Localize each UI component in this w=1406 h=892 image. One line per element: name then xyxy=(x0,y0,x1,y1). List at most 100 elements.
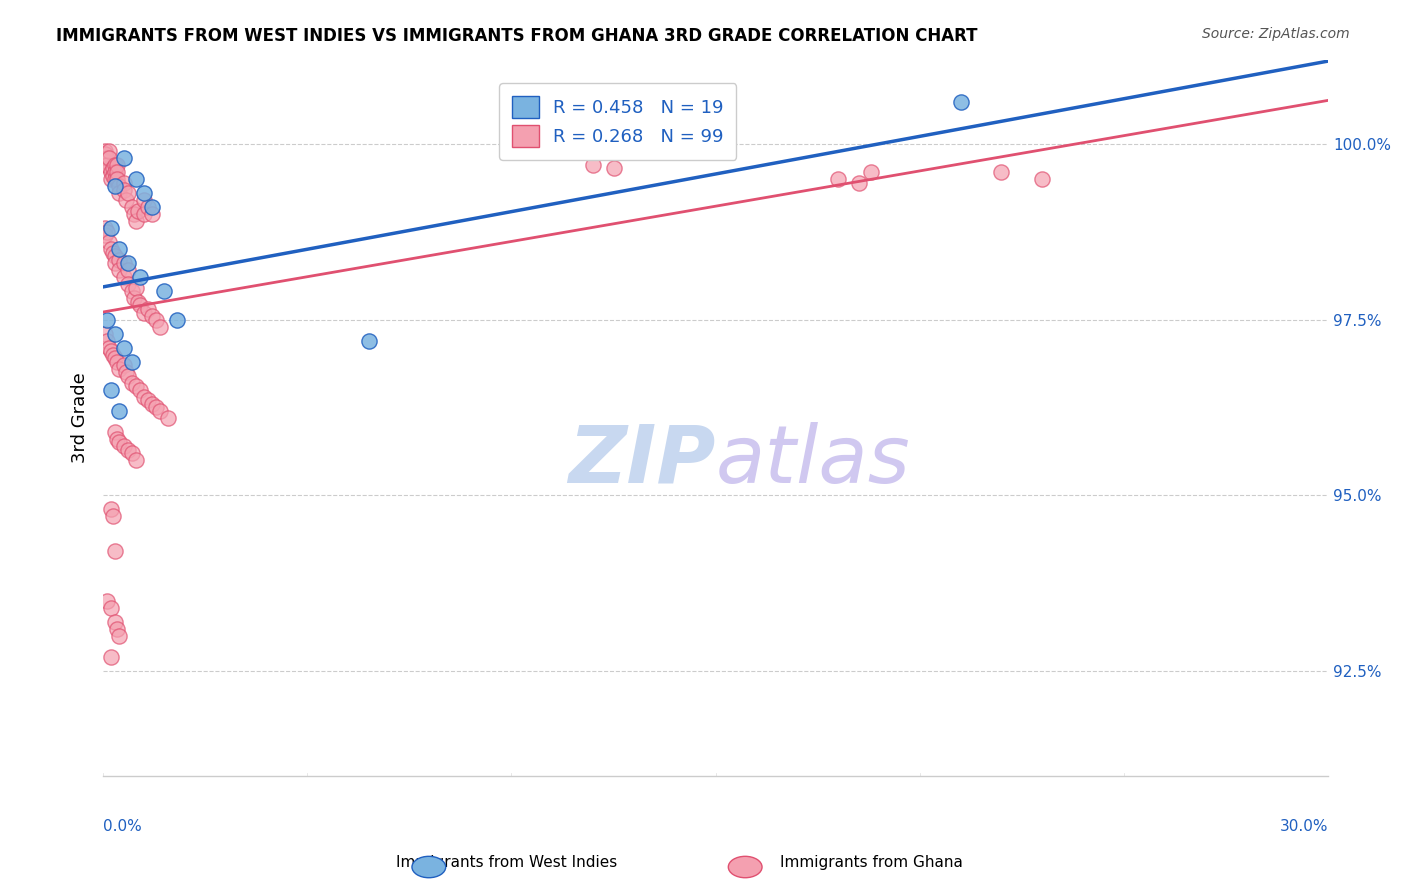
Point xyxy=(107,622,129,636)
Point xyxy=(103,245,125,260)
Point xyxy=(107,432,129,446)
Point xyxy=(117,263,139,277)
Point xyxy=(94,144,117,158)
Point xyxy=(96,158,118,172)
Point xyxy=(136,200,159,214)
Point xyxy=(125,172,148,186)
Text: Immigrants from West Indies: Immigrants from West Indies xyxy=(395,855,617,870)
Point xyxy=(117,442,139,457)
Point xyxy=(108,435,131,450)
Point xyxy=(949,95,972,109)
Point xyxy=(104,165,127,179)
Point xyxy=(121,354,143,368)
Point xyxy=(98,341,121,355)
Point xyxy=(108,186,131,200)
Point xyxy=(132,186,155,200)
Point xyxy=(94,154,117,169)
Legend: R = 0.458   N = 19, R = 0.268   N = 99: R = 0.458 N = 19, R = 0.268 N = 99 xyxy=(499,83,737,160)
Point xyxy=(117,256,139,270)
Point xyxy=(128,383,150,397)
Point xyxy=(117,277,139,292)
Point xyxy=(104,615,127,629)
Point xyxy=(96,334,118,348)
Point xyxy=(100,502,122,516)
Point xyxy=(104,256,127,270)
Point xyxy=(108,361,131,376)
Point xyxy=(127,203,149,218)
Text: Source: ZipAtlas.com: Source: ZipAtlas.com xyxy=(1202,27,1350,41)
Point xyxy=(96,593,118,607)
Point xyxy=(108,629,131,643)
Text: IMMIGRANTS FROM WEST INDIES VS IMMIGRANTS FROM GHANA 3RD GRADE CORRELATION CHART: IMMIGRANTS FROM WEST INDIES VS IMMIGRANT… xyxy=(56,27,977,45)
Point xyxy=(112,183,135,197)
Point xyxy=(107,158,129,172)
Point xyxy=(104,425,127,439)
Point xyxy=(125,453,148,467)
Point xyxy=(132,305,155,319)
Text: 30.0%: 30.0% xyxy=(1279,819,1329,834)
Point xyxy=(108,263,131,277)
Point xyxy=(94,221,117,235)
Point xyxy=(990,165,1012,179)
Point xyxy=(132,207,155,221)
Point xyxy=(157,410,180,425)
Point xyxy=(121,376,143,390)
Point xyxy=(149,319,172,334)
Point xyxy=(104,172,127,186)
Point xyxy=(141,309,163,323)
Point xyxy=(104,351,127,366)
Point xyxy=(96,225,118,239)
Point xyxy=(94,326,117,341)
Point xyxy=(94,228,117,243)
Point xyxy=(602,161,624,176)
Point xyxy=(112,151,135,165)
Point xyxy=(112,176,135,190)
Point xyxy=(141,207,163,221)
Y-axis label: 3rd Grade: 3rd Grade xyxy=(72,373,89,463)
Text: 0.0%: 0.0% xyxy=(103,819,142,834)
Point xyxy=(112,358,135,372)
Point xyxy=(107,172,129,186)
Point xyxy=(121,200,143,214)
Point xyxy=(136,393,159,408)
Point xyxy=(100,242,122,256)
Point xyxy=(107,165,129,179)
Point xyxy=(103,169,125,183)
Point xyxy=(100,383,122,397)
Point xyxy=(121,285,143,299)
Point xyxy=(112,439,135,453)
Text: atlas: atlas xyxy=(716,422,910,500)
Point xyxy=(132,390,155,404)
Text: ZIP: ZIP xyxy=(568,422,716,500)
Point xyxy=(827,172,849,186)
Point xyxy=(100,172,122,186)
Point xyxy=(104,249,127,263)
Point xyxy=(848,176,870,190)
Point xyxy=(121,446,143,460)
Point xyxy=(357,334,380,348)
Point xyxy=(108,252,131,267)
Point xyxy=(132,193,155,207)
Point xyxy=(114,365,136,379)
Point xyxy=(582,158,605,172)
Point xyxy=(149,404,172,418)
Point xyxy=(96,312,118,326)
Point xyxy=(94,147,117,161)
Point xyxy=(98,151,121,165)
Point xyxy=(859,165,882,179)
Point xyxy=(136,301,159,316)
Point xyxy=(117,368,139,383)
Point xyxy=(125,379,148,393)
Point xyxy=(103,161,125,176)
Point xyxy=(153,285,176,299)
Point xyxy=(128,270,150,285)
Point xyxy=(128,298,150,312)
Point xyxy=(104,326,127,341)
Point xyxy=(100,649,122,664)
Text: Immigrants from Ghana: Immigrants from Ghana xyxy=(780,855,963,870)
Point xyxy=(127,295,149,310)
Point xyxy=(117,186,139,200)
Point xyxy=(100,344,122,359)
Point xyxy=(103,509,125,524)
Point xyxy=(104,158,127,172)
